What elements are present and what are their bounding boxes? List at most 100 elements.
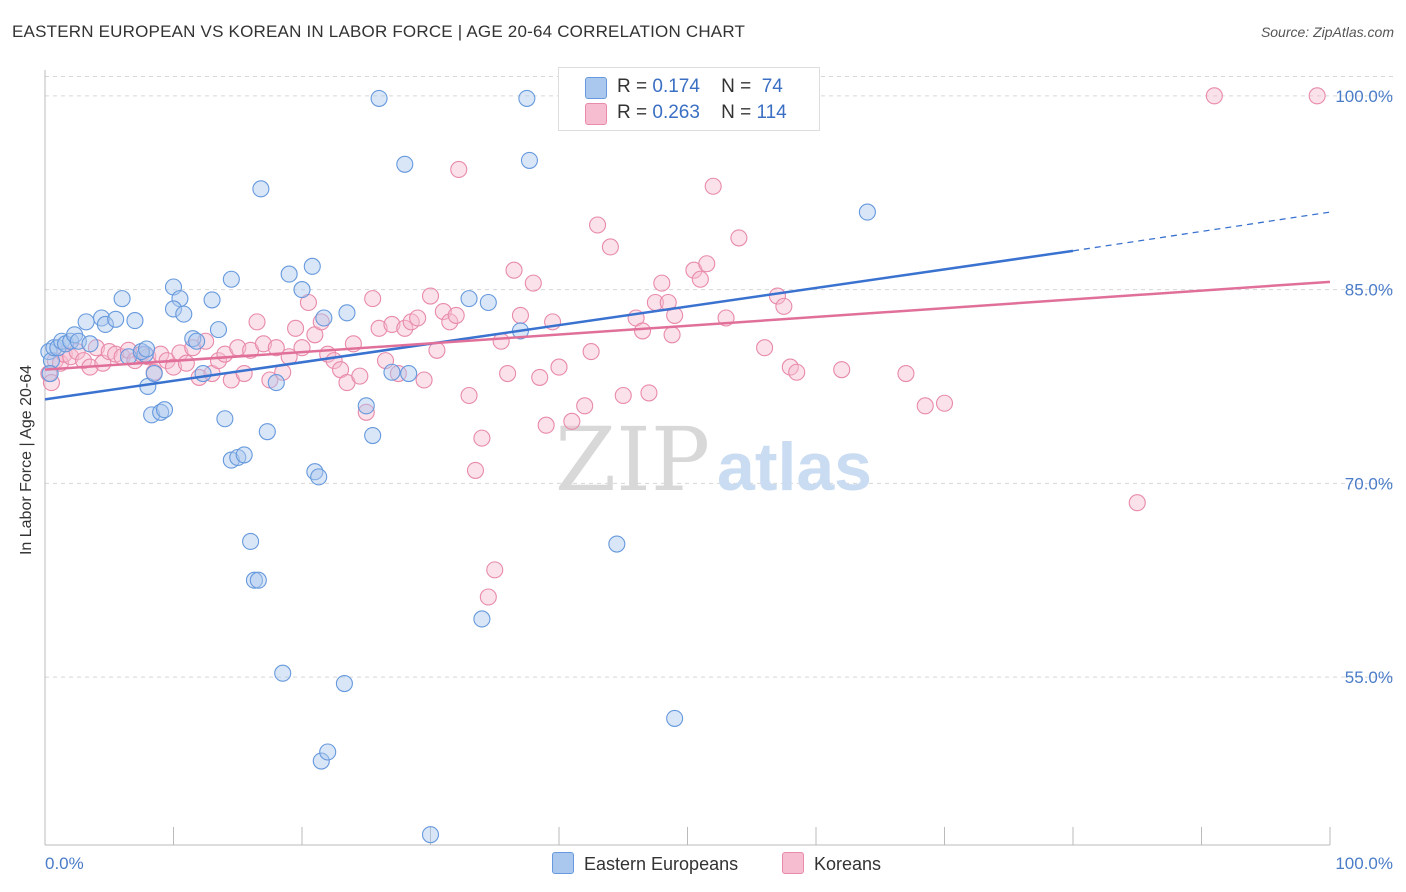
korean-point bbox=[197, 332, 215, 350]
bottom-legend-swatch-blue bbox=[552, 852, 574, 874]
korean-point bbox=[473, 429, 491, 447]
korean-point bbox=[492, 332, 510, 350]
x-tick-label: 0.0% bbox=[45, 854, 84, 873]
korean-point bbox=[441, 313, 459, 331]
korean-point bbox=[164, 358, 183, 376]
legend-row-koreans: R = 0.263 N = 114 bbox=[617, 102, 787, 124]
korean-point bbox=[756, 339, 774, 357]
legend-r-label: R = bbox=[617, 102, 648, 123]
eastern-european-point bbox=[216, 410, 234, 428]
watermark-atlas: atlas bbox=[717, 429, 872, 505]
korean-point bbox=[466, 461, 485, 479]
korean-point bbox=[177, 354, 195, 372]
eastern-european-point bbox=[137, 340, 156, 358]
eastern-european-point bbox=[293, 281, 311, 299]
legend-r-value: 0.263 bbox=[652, 102, 700, 123]
eastern-european-point bbox=[164, 300, 183, 318]
stats-legend: R = 0.174 N = 74 R = 0.263 N = 114 bbox=[558, 67, 820, 131]
eastern-european-point bbox=[155, 401, 174, 419]
korean-point bbox=[254, 335, 273, 353]
korean-point bbox=[409, 309, 427, 327]
eastern-european-point bbox=[113, 290, 131, 308]
eastern-european-point bbox=[245, 571, 264, 589]
korean-point bbox=[730, 229, 748, 247]
korean-point bbox=[396, 319, 414, 337]
chart-title: EASTERN EUROPEAN VS KOREAN IN LABOR FORC… bbox=[12, 22, 746, 41]
korean-point bbox=[788, 363, 806, 381]
korean-point bbox=[653, 274, 671, 292]
tick-labels: 55.0% 70.0% 85.0% 100.0% 0.0% 100.0% bbox=[45, 87, 1393, 873]
y-tick-label: 100.0% bbox=[1335, 87, 1393, 106]
bottom-legend-swatch-pink bbox=[782, 852, 804, 874]
eastern-european-point bbox=[421, 826, 440, 844]
korean-point bbox=[267, 339, 285, 357]
korean-point bbox=[916, 397, 934, 415]
eastern-european-point bbox=[252, 180, 270, 198]
korean-point bbox=[42, 374, 60, 392]
korean-point bbox=[601, 238, 619, 256]
korean-point bbox=[119, 341, 138, 359]
watermark-zip: ZIP bbox=[555, 408, 710, 511]
korean-point bbox=[75, 352, 93, 370]
eastern-european-point bbox=[96, 315, 114, 334]
eastern-european-point bbox=[310, 468, 328, 486]
koreans-points bbox=[40, 87, 1326, 606]
eastern-europeans-trend-extension bbox=[1072, 211, 1331, 252]
legend-r-value: 0.174 bbox=[652, 76, 700, 97]
korean-point bbox=[531, 368, 549, 386]
eastern-european-point bbox=[608, 535, 626, 553]
eastern-european-point bbox=[303, 257, 321, 275]
korean-point bbox=[357, 403, 375, 421]
eastern-european-point bbox=[203, 291, 221, 309]
bottom-legend-label: Eastern Europeans bbox=[584, 854, 739, 874]
eastern-europeans-trend-line bbox=[44, 249, 1074, 401]
korean-point bbox=[421, 287, 440, 305]
bottom-legend-koreans: Koreans bbox=[782, 852, 881, 875]
korean-point bbox=[775, 297, 793, 315]
korean-point bbox=[663, 326, 681, 344]
eastern-european-point bbox=[242, 532, 260, 551]
korean-point bbox=[505, 261, 523, 279]
eastern-european-point bbox=[222, 270, 240, 288]
bottom-legend-label: Koreans bbox=[814, 854, 882, 874]
eastern-european-point bbox=[858, 203, 876, 221]
eastern-european-point bbox=[77, 313, 95, 331]
eastern-european-point bbox=[666, 709, 684, 727]
legend-swatch-pink bbox=[585, 103, 607, 125]
koreans-trend-line bbox=[44, 280, 1331, 371]
y-axis-label: In Labor Force | Age 20-64 bbox=[18, 364, 35, 556]
eastern-european-point bbox=[473, 610, 491, 628]
y-tick-label: 70.0% bbox=[1345, 474, 1393, 493]
korean-point bbox=[576, 397, 594, 415]
korean-point bbox=[479, 588, 497, 606]
axes bbox=[44, 70, 1331, 846]
korean-point bbox=[588, 216, 607, 234]
eastern-european-point bbox=[364, 426, 382, 445]
eastern-european-point bbox=[460, 290, 478, 308]
eastern-european-point bbox=[400, 364, 418, 383]
eastern-european-point bbox=[518, 89, 536, 107]
korean-point bbox=[447, 306, 465, 324]
eastern-european-point bbox=[396, 155, 414, 173]
x-tick-label: 100.0% bbox=[1335, 854, 1393, 873]
korean-point bbox=[383, 315, 401, 334]
eastern-european-point bbox=[249, 571, 267, 589]
korean-point bbox=[550, 358, 568, 376]
korean-point bbox=[248, 313, 266, 331]
legend-r-label: R = bbox=[617, 76, 648, 97]
eastern-european-point bbox=[126, 312, 144, 330]
korean-point bbox=[897, 364, 915, 383]
korean-point bbox=[833, 361, 851, 379]
eastern-european-point bbox=[315, 309, 333, 327]
korean-point bbox=[370, 319, 388, 337]
korean-point bbox=[499, 364, 517, 383]
korean-point bbox=[235, 364, 253, 383]
korean-point bbox=[691, 270, 709, 288]
eastern-european-point bbox=[107, 310, 125, 328]
korean-point bbox=[698, 255, 716, 273]
eastern-european-point bbox=[258, 423, 276, 441]
eastern-european-point bbox=[520, 151, 538, 169]
eastern-european-point bbox=[357, 397, 375, 415]
eastern-european-point bbox=[312, 752, 330, 770]
